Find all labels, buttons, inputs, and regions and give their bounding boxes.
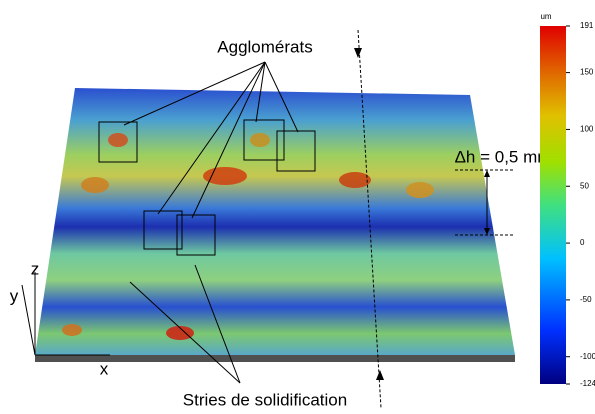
label-agglomerats: Agglomérats	[217, 37, 312, 56]
colorbar	[540, 26, 566, 384]
colorbar-unit: um	[540, 12, 551, 21]
surface-base	[35, 355, 515, 362]
annotation-boxes	[98, 119, 316, 256]
label-axis-z: z	[31, 259, 40, 278]
colorbar-tick-label: 150	[580, 68, 594, 77]
agglomerate-blobs	[62, 133, 434, 340]
colorbar-ticks: 191 150 100 50 0 -50 -100 -124	[566, 21, 595, 388]
colorbar-tick-label: 0	[580, 238, 585, 247]
colorbar-tick-label: 50	[580, 181, 589, 190]
surface	[35, 88, 515, 355]
colorbar-tick-label: -50	[580, 295, 592, 304]
annotation-lines	[123, 29, 515, 409]
colorbar-tick-label: -124	[580, 379, 595, 388]
colorbar-tick-label: -100	[580, 352, 595, 361]
label-axis-x: x	[100, 359, 109, 378]
label-axis-y: y	[10, 286, 19, 305]
label-delta-h: Δh = 0,5 mm	[455, 147, 552, 166]
label-stries: Stries de solidification	[183, 390, 347, 409]
colorbar-tick-label: 191	[580, 21, 594, 30]
axes-triad	[21, 272, 110, 356]
colorbar-tick-label: 100	[580, 125, 594, 134]
